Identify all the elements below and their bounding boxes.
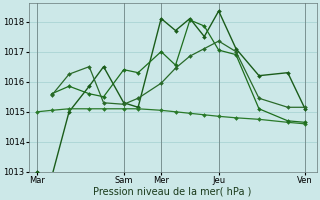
X-axis label: Pression niveau de la mer( hPa ): Pression niveau de la mer( hPa ): [93, 187, 252, 197]
